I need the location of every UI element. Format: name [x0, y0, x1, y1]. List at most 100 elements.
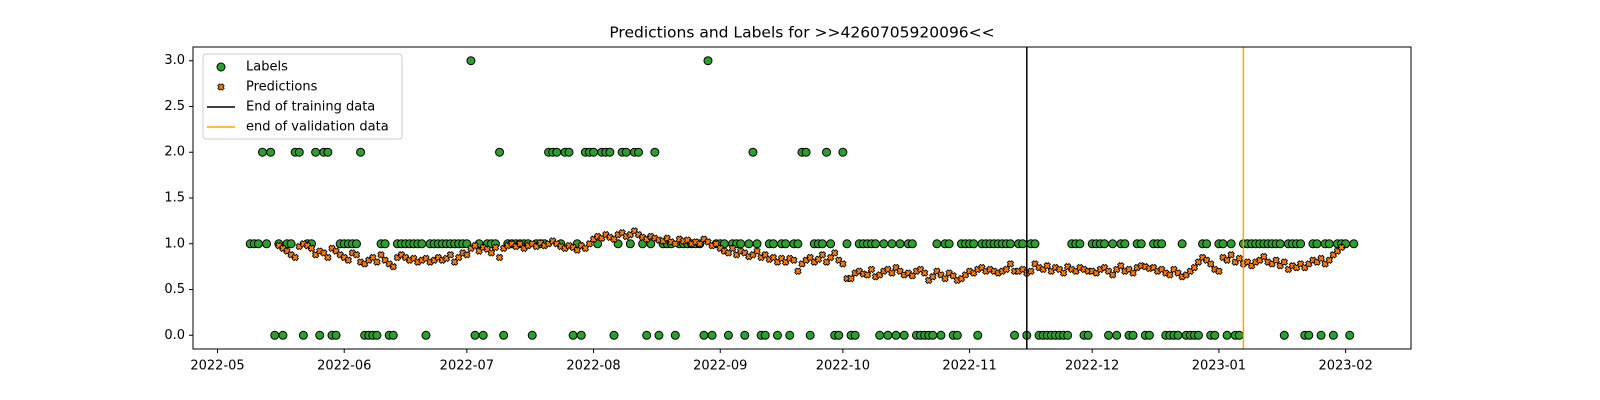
prediction-point — [1027, 267, 1035, 275]
label-point — [781, 239, 791, 249]
prediction-point — [753, 247, 761, 255]
x-tick-label: 2022-10 — [816, 359, 870, 374]
prediction-point — [610, 235, 618, 243]
prediction-point — [1006, 260, 1015, 268]
prediction-point — [1227, 250, 1235, 259]
prediction-point — [1223, 256, 1231, 264]
label-point — [527, 330, 537, 340]
x-tick-label: 2022-09 — [693, 359, 747, 374]
prediction-point — [920, 269, 929, 277]
prediction-point — [1260, 252, 1268, 261]
label-point — [478, 330, 488, 340]
prediction-point — [491, 243, 500, 252]
prediction-point — [1206, 260, 1215, 268]
label-point — [1144, 330, 1154, 340]
label-point — [634, 147, 644, 157]
prediction-point — [389, 262, 398, 271]
label-point — [699, 330, 709, 340]
label-point — [654, 330, 664, 340]
prediction-point — [352, 250, 361, 259]
prediction-point — [1129, 269, 1137, 277]
label-point — [278, 330, 288, 340]
prediction-point — [585, 239, 594, 248]
prediction-point — [1190, 263, 1199, 272]
label-point — [323, 147, 333, 157]
label-point — [891, 330, 901, 340]
legend-label: Predictions — [246, 80, 318, 95]
prediction-point — [1235, 254, 1244, 263]
label-point — [1296, 239, 1306, 249]
prediction-point — [847, 274, 855, 283]
y-tick-label: 1.0 — [164, 236, 185, 251]
prediction-point — [888, 269, 896, 277]
label-point — [1275, 239, 1285, 249]
label-point — [1173, 330, 1183, 340]
prediction-point — [373, 258, 381, 266]
legend-label: End of training data — [246, 100, 375, 115]
plot-frame — [192, 46, 1412, 350]
label-point — [834, 330, 844, 340]
y-tick-label: 2.0 — [164, 145, 185, 160]
label-point — [871, 239, 881, 249]
label-point — [294, 147, 304, 157]
label-point — [1328, 330, 1338, 340]
prediction-point — [839, 260, 847, 268]
label-point — [650, 147, 660, 157]
prediction-point — [1108, 271, 1117, 279]
label-point — [740, 330, 750, 340]
prediction-point — [1272, 256, 1280, 264]
label-point — [1234, 330, 1244, 340]
label-point — [842, 239, 852, 249]
prediction-point — [344, 256, 353, 264]
label-point — [952, 330, 962, 340]
label-point — [772, 330, 782, 340]
label-point — [752, 239, 762, 249]
prediction-point — [573, 246, 581, 254]
label-point — [1120, 239, 1130, 249]
label-point — [266, 147, 276, 157]
label-point — [470, 330, 480, 340]
label-point — [1279, 330, 1289, 340]
label-point — [417, 239, 427, 249]
label-point — [744, 239, 754, 249]
label-point — [1218, 239, 1228, 249]
label-point — [499, 330, 509, 340]
prediction-point — [487, 249, 496, 257]
label-point — [850, 330, 860, 340]
label-point — [838, 147, 848, 157]
prediction-point — [814, 255, 823, 264]
x-tick-label: 2022-07 — [440, 359, 494, 374]
label-point — [907, 239, 917, 249]
legend-marker — [217, 83, 225, 91]
label-point — [568, 330, 578, 340]
label-point — [895, 239, 905, 249]
prediction-point — [863, 271, 872, 279]
label-point — [286, 239, 296, 249]
label-point — [605, 147, 615, 157]
prediction-point — [1166, 271, 1174, 279]
label-point — [760, 330, 770, 340]
label-point — [1136, 239, 1146, 249]
label-point — [253, 239, 263, 249]
label-point — [270, 330, 280, 340]
y-tick-label: 2.5 — [164, 99, 185, 114]
label-point — [1210, 330, 1220, 340]
prediction-point — [1002, 265, 1011, 274]
label-point — [1316, 330, 1326, 340]
label-point — [1063, 330, 1073, 340]
prediction-point — [307, 244, 316, 253]
label-point — [380, 239, 390, 249]
prediction-point — [377, 250, 385, 259]
x-tick-label: 2022-11 — [942, 359, 996, 374]
prediction-point — [324, 253, 332, 262]
label-point — [298, 330, 308, 340]
label-point — [703, 56, 713, 66]
label-point — [936, 330, 946, 340]
label-point — [315, 330, 325, 340]
label-point — [1075, 239, 1085, 249]
label-point — [1177, 239, 1187, 249]
label-point — [1304, 330, 1314, 340]
label-point — [817, 239, 827, 249]
legend-marker — [216, 62, 226, 72]
label-point — [793, 239, 803, 249]
